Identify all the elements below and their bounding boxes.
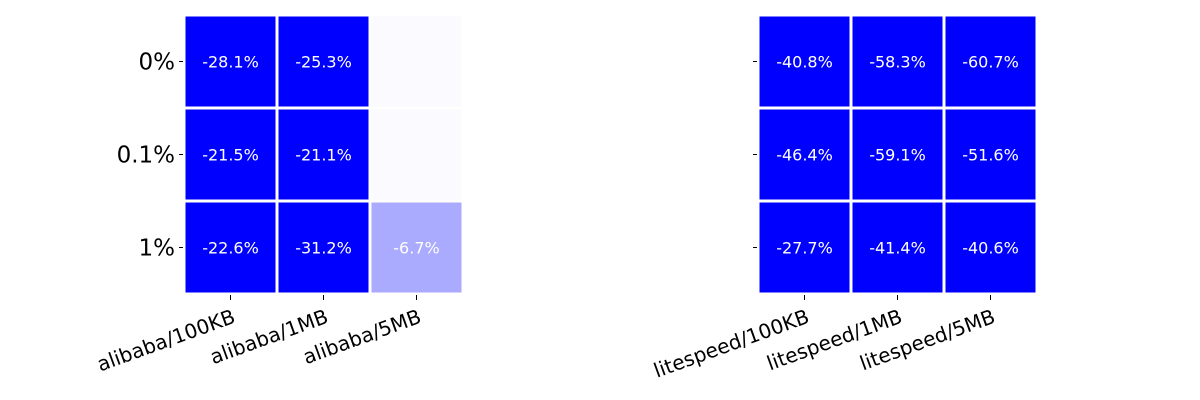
heatmap-cell: [759, 109, 850, 200]
cell-value-label: -58.3%: [869, 53, 926, 72]
heatmap-panel-1: -28.1% -25.3% -21.5% -21.1% -22.6% -31.2% -6.7…: [94, 16, 462, 376]
heatmap-cell: [371, 202, 462, 293]
heatmap-cell: [945, 16, 1036, 107]
cell-value-label: -27.7%: [776, 239, 833, 258]
heatmap-cell: [852, 202, 943, 293]
heatmap-panel-2: -40.8% -58.3% -60.7% -46.4% -59.1% -51.6% -27.…: [650, 16, 1036, 383]
cell-value-label: -21.1%: [295, 146, 352, 165]
cell-value-label: -22.6%: [202, 239, 259, 258]
heatmap-cell: [371, 109, 462, 200]
heatmap-cell: [945, 202, 1036, 293]
heatmap-cell: [852, 16, 943, 107]
heatmap-cell: [759, 202, 850, 293]
heatmap-cell: [278, 202, 369, 293]
row-label: 0%: [139, 50, 176, 76]
heatmap-cell: [185, 16, 276, 107]
cell-value-label: -40.8%: [776, 53, 833, 72]
heatmap-cell: [278, 109, 369, 200]
cell-value-label: -59.1%: [869, 146, 926, 165]
cell-value-label: -28.1%: [202, 53, 259, 72]
cell-value-label: -25.3%: [295, 53, 352, 72]
heatmap-cell: [185, 202, 276, 293]
heatmap-cell: [852, 109, 943, 200]
cell-value-label: -40.6%: [962, 239, 1019, 258]
heatmap-cell: [278, 16, 369, 107]
cell-value-label: -21.5%: [202, 146, 259, 165]
heatmap-cell: [371, 16, 462, 107]
heatmap-cell: [185, 109, 276, 200]
cell-value-label: -51.6%: [962, 146, 1019, 165]
cell-value-label: -60.7%: [962, 53, 1019, 72]
row-label: 0.1%: [117, 143, 175, 169]
cell-value-label: -31.2%: [295, 239, 352, 258]
heatmap-cell: [759, 16, 850, 107]
cell-value-label: -6.7%: [393, 239, 439, 258]
row-label: 1%: [139, 236, 176, 262]
cell-value-label: -46.4%: [776, 146, 833, 165]
cell-value-label: -41.4%: [869, 239, 926, 258]
heatmap-cell: [945, 109, 1036, 200]
